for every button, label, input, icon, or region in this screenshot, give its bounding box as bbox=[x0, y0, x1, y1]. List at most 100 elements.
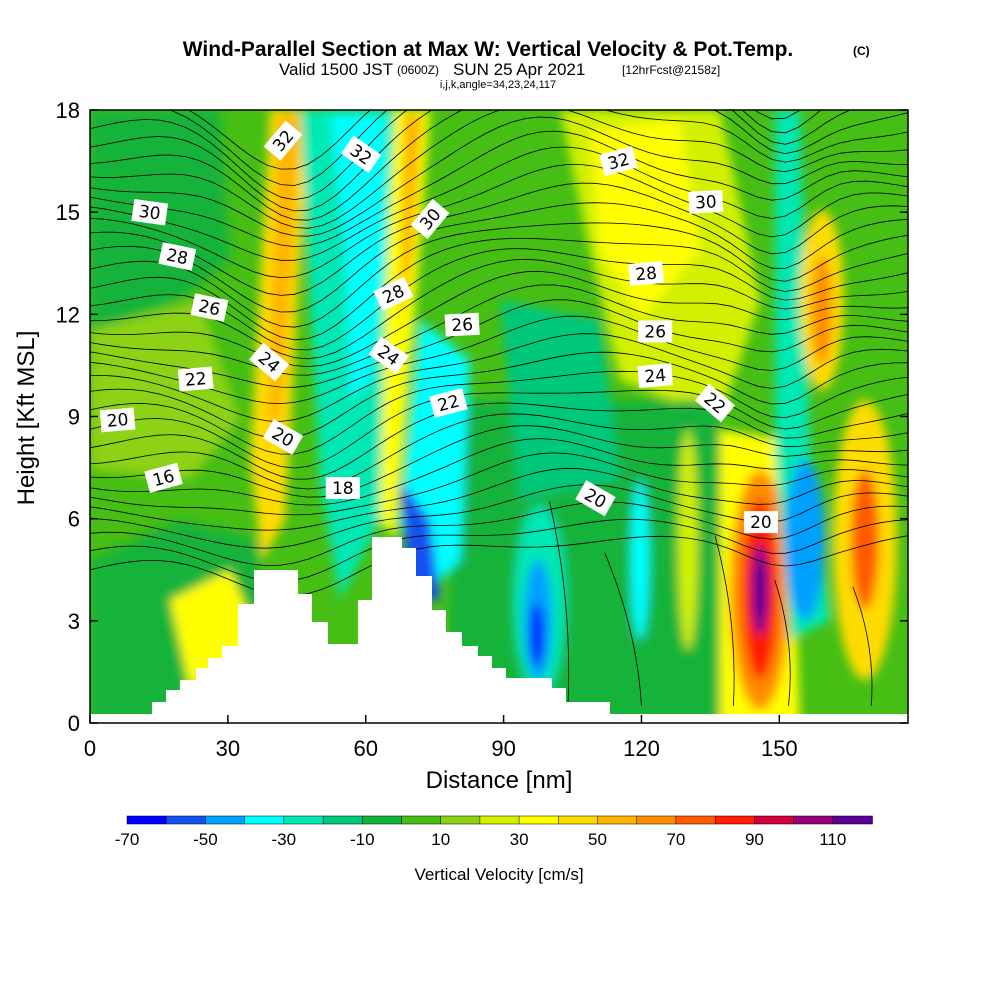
colorbar-swatch bbox=[322, 815, 364, 825]
isentrope-line bbox=[90, 501, 908, 567]
isentrope-line bbox=[90, 248, 908, 351]
x-tick-label: 120 bbox=[623, 736, 660, 761]
contour-label-text: 20 bbox=[106, 410, 129, 432]
colorbar-swatch bbox=[126, 815, 167, 825]
isentrope-line bbox=[90, 202, 908, 313]
colorbar-swatch bbox=[283, 815, 324, 825]
contour-label: 18 bbox=[325, 477, 360, 499]
contour-label-box bbox=[99, 407, 136, 433]
colorbar-swatch bbox=[754, 815, 795, 825]
contour-label-text: 24 bbox=[644, 366, 667, 388]
x-axis: 0 30 60 90 120 150 bbox=[84, 715, 798, 761]
x-tick-label: 0 bbox=[84, 736, 96, 761]
isentrope-line bbox=[90, 110, 908, 212]
isentrope-line bbox=[90, 146, 908, 261]
y-axis-label: Height [Kft MSL] bbox=[13, 331, 40, 506]
isentrope-line bbox=[90, 413, 908, 490]
colorbar-swatch bbox=[244, 815, 285, 825]
colorbar-swatch bbox=[440, 815, 481, 825]
colorbar-swatch bbox=[714, 815, 756, 825]
grid-indices: i,j,k,angle=34,23,24,117 bbox=[440, 79, 556, 91]
contour-label-box bbox=[373, 276, 414, 312]
valid-utc: (0600Z) bbox=[397, 63, 439, 77]
contour-label-text: 18 bbox=[332, 479, 354, 499]
colorbar-tick-label: 50 bbox=[588, 830, 607, 849]
isentrope-line bbox=[90, 116, 908, 237]
colorbar-swatch bbox=[793, 815, 834, 825]
colorbar: -70 -50 -30 -10 10 30 50 70 90 110 bbox=[115, 815, 873, 849]
isentrope-line bbox=[90, 284, 908, 376]
isentrope-line bbox=[90, 164, 908, 279]
isentrope-line bbox=[90, 370, 908, 455]
y-tick-label: 12 bbox=[56, 302, 80, 327]
colorbar-swatch bbox=[401, 815, 442, 825]
contour-label-box bbox=[368, 336, 409, 374]
pot-temp-contours bbox=[90, 110, 908, 707]
y-tick-label: 15 bbox=[56, 200, 80, 225]
isentrope-line bbox=[90, 518, 908, 583]
colorbar-tick-label: 10 bbox=[431, 830, 450, 849]
contour-label-box bbox=[637, 363, 674, 389]
isentrope-line bbox=[90, 182, 908, 296]
isentrope-line bbox=[90, 130, 908, 248]
y-tick-label: 9 bbox=[68, 405, 80, 430]
velocity-zone-gold-band-1 bbox=[268, 115, 300, 420]
contour-label-box bbox=[177, 366, 214, 392]
contour-label-box bbox=[144, 462, 183, 493]
contour-label-box bbox=[575, 480, 616, 517]
plot-area bbox=[90, 110, 908, 723]
isentrope-line bbox=[90, 110, 852, 201]
velocity-zone-yellow-streak bbox=[678, 430, 698, 650]
x-tick-label: 60 bbox=[353, 736, 377, 761]
isentrope-line bbox=[90, 333, 908, 422]
colorbar-tick-label: -30 bbox=[272, 830, 297, 849]
contour-label: 30 bbox=[688, 190, 724, 214]
title-block: Wind-Parallel Section at Max W: Vertical… bbox=[183, 38, 870, 91]
isentrope-line bbox=[188, 110, 801, 170]
x-axis-label: Distance [nm] bbox=[426, 767, 573, 794]
x-tick-label: 90 bbox=[491, 736, 515, 761]
contour-label-text: 26 bbox=[197, 296, 222, 320]
y-tick-label: 3 bbox=[68, 609, 80, 634]
isentrope-vertical bbox=[774, 579, 791, 707]
colorbar-tick-label: -10 bbox=[350, 830, 375, 849]
colorbar-tick-label: -70 bbox=[115, 830, 140, 849]
contour-label-box bbox=[158, 242, 197, 271]
isentrope-line bbox=[168, 110, 822, 186]
colorbar-swatch bbox=[205, 815, 246, 825]
contour-label-box bbox=[694, 383, 736, 423]
isentrope-line bbox=[90, 452, 908, 516]
contour-label: 20 bbox=[743, 511, 778, 534]
y-tick-label: 0 bbox=[68, 711, 80, 736]
contour-label-text: 22 bbox=[184, 369, 207, 391]
colorbar-swatch bbox=[518, 815, 560, 825]
isentrope-vertical bbox=[714, 535, 735, 706]
contour-label-box bbox=[688, 190, 724, 214]
valid-prefix: Valid 1500 JST bbox=[279, 60, 393, 79]
velocity-zone-orange-band-2 bbox=[400, 115, 422, 330]
isentrope-line bbox=[90, 299, 908, 388]
isentrope-line bbox=[90, 438, 908, 506]
contour-label-box bbox=[262, 418, 304, 455]
forecast-tag: [12hrFcst@2158z] bbox=[622, 63, 720, 77]
contour-label: 20 bbox=[99, 407, 136, 433]
x-tick-label: 30 bbox=[216, 736, 240, 761]
colorbar-swatch bbox=[675, 815, 716, 825]
contour-label-box bbox=[638, 320, 673, 343]
contour-label: 26 bbox=[190, 293, 229, 322]
contour-label: 22 bbox=[429, 387, 468, 418]
colorbar-tick-label: 30 bbox=[510, 830, 529, 849]
velocity-zone-yellow-low bbox=[170, 570, 260, 690]
isentrope-vertical bbox=[549, 501, 570, 706]
colorbar-swatch bbox=[362, 815, 403, 825]
x-tick-label: 150 bbox=[761, 736, 798, 761]
colorbar-swatch bbox=[165, 815, 207, 825]
contour-label: 26 bbox=[638, 320, 673, 343]
isentrope-line bbox=[90, 315, 908, 405]
isentrope-line bbox=[90, 535, 908, 597]
contour-label: 24 bbox=[637, 363, 674, 389]
isentrope-line bbox=[90, 467, 908, 531]
velocity-zone-teal-mid bbox=[500, 300, 620, 500]
isentrope-line bbox=[90, 258, 908, 360]
